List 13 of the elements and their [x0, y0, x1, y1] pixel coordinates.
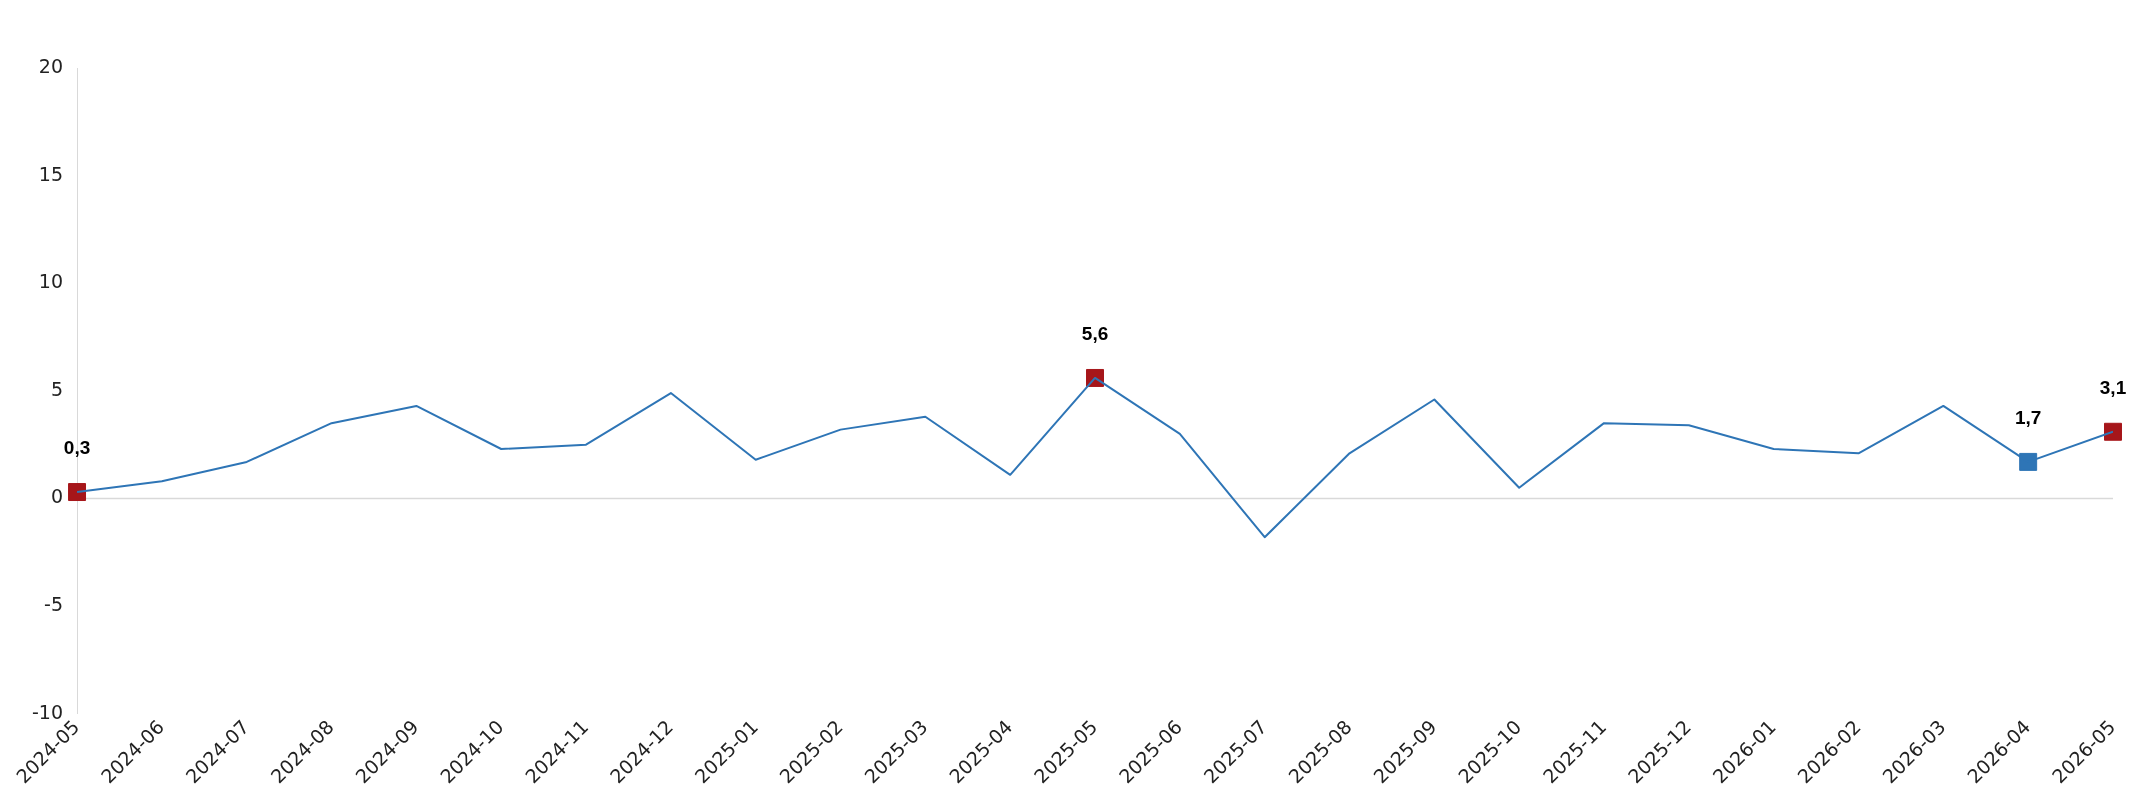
y-tick-label: 5: [50, 377, 64, 400]
point: [2104, 422, 2122, 441]
y-tick-label: 10: [38, 270, 64, 293]
y-tick-label: 20: [38, 54, 64, 77]
y-tick-label: 15: [38, 162, 64, 185]
y-tick-label: -5: [44, 593, 64, 616]
data-label: 0,3: [63, 436, 91, 458]
data-label: 1,7: [2014, 406, 2042, 428]
y-tick-label: -10: [31, 700, 64, 723]
data-label: 3,1: [2099, 376, 2127, 398]
data-label: 5,6: [1081, 322, 1109, 344]
y-tick-label: 0: [50, 485, 64, 508]
point: [68, 483, 87, 502]
